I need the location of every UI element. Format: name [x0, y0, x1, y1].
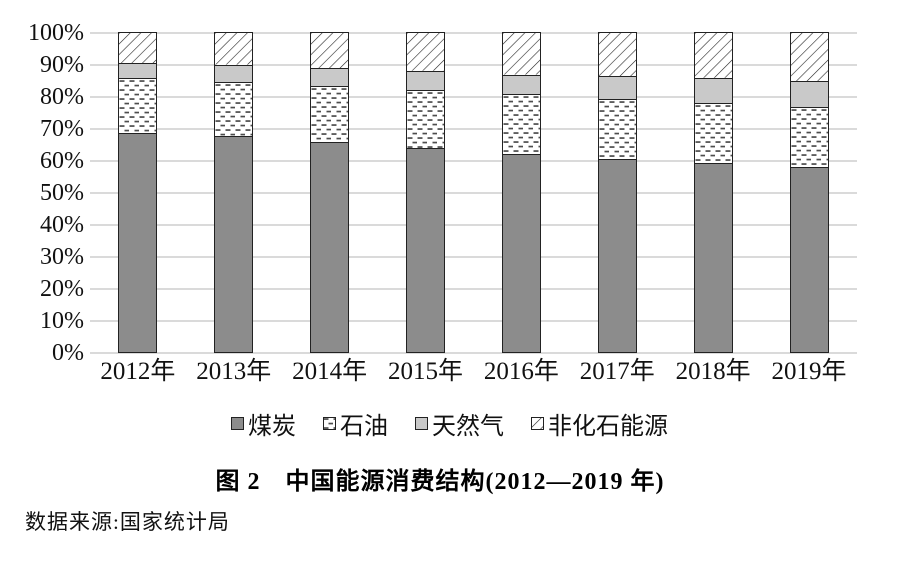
x-tick-label: 2014年: [292, 358, 368, 385]
gridline: [90, 64, 857, 66]
segment-煤炭: [118, 132, 158, 353]
gridline: [90, 224, 857, 226]
segment-非化石能源: [310, 32, 350, 70]
segment-石油: [310, 86, 350, 144]
gridline: [90, 320, 857, 322]
x-tick-label: 2016年: [483, 358, 559, 385]
y-tick-label: 50%: [40, 180, 84, 206]
segment-石油: [789, 106, 829, 169]
figure-title: 图 2 中国能源消费结构(2012—2019 年): [215, 469, 665, 495]
legend: 煤炭 石油 天然气 非化石能源: [0, 406, 899, 441]
bar-2018年: [693, 32, 733, 353]
y-tick-label: 80%: [40, 84, 84, 110]
y-tick-label: 40%: [40, 212, 84, 238]
legend-label: 非化石能源: [548, 414, 668, 440]
segment-非化石能源: [406, 32, 446, 72]
y-tick-label: 90%: [40, 52, 84, 78]
segment-非化石能源: [501, 32, 541, 76]
gridline: [90, 192, 857, 194]
y-tick-label: 100%: [28, 20, 84, 46]
segment-煤炭: [214, 136, 254, 353]
plot-area: [90, 32, 857, 354]
bar-2017年: [597, 32, 637, 353]
bar-2019年: [789, 32, 829, 353]
segment-煤炭: [310, 142, 350, 353]
legend-item-非化石能源: 非化石能源: [531, 406, 668, 441]
gridline: [90, 256, 857, 258]
gridline: [90, 96, 857, 98]
gridline: [90, 352, 857, 354]
legend-label: 天然气: [432, 414, 504, 440]
segment-石油: [501, 94, 541, 155]
gridline: [90, 128, 857, 130]
segment-天然气: [789, 80, 829, 108]
legend-swatch-石油: [323, 417, 336, 430]
legend-item-天然气: 天然气: [415, 406, 504, 441]
segment-石油: [597, 98, 637, 160]
data-source: 数据来源:国家统计局: [25, 510, 230, 534]
segment-天然气: [693, 77, 733, 104]
y-tick-label: 10%: [40, 308, 84, 334]
y-tick-label: 70%: [40, 116, 84, 142]
bar-2012年: [118, 32, 158, 353]
gridline: [90, 160, 857, 162]
segment-非化石能源: [597, 32, 637, 78]
gridline: [90, 288, 857, 290]
segment-天然气: [118, 63, 158, 80]
legend-swatch-煤炭: [231, 417, 244, 430]
legend-item-石油: 石油: [323, 406, 388, 441]
y-tick-label: 60%: [40, 148, 84, 174]
x-tick-label: 2012年: [100, 358, 176, 385]
segment-煤炭: [501, 153, 541, 353]
segment-煤炭: [406, 148, 446, 353]
bar-2014年: [310, 32, 350, 353]
legend-item-煤炭: 煤炭: [231, 406, 296, 441]
x-tick-label: 2018年: [675, 358, 751, 385]
y-tick-label: 20%: [40, 276, 84, 302]
segment-煤炭: [789, 167, 829, 353]
legend-swatch-非化石能源: [531, 417, 544, 430]
legend-label: 煤炭: [248, 414, 296, 440]
legend-label: 石油: [340, 414, 388, 440]
segment-非化石能源: [693, 32, 733, 79]
segment-非化石能源: [214, 32, 254, 66]
segment-煤炭: [693, 163, 733, 353]
bar-2016年: [501, 32, 541, 353]
segment-石油: [214, 81, 254, 138]
segment-天然气: [310, 68, 350, 88]
x-tick-label: 2015年: [388, 358, 464, 385]
x-tick-label: 2017年: [579, 358, 655, 385]
segment-天然气: [501, 74, 541, 96]
segment-天然气: [214, 64, 254, 83]
gridline: [90, 32, 857, 34]
x-tick-label: 2019年: [771, 358, 847, 385]
bar-2015年: [406, 32, 446, 353]
segment-石油: [406, 89, 446, 150]
bar-2013年: [214, 32, 254, 353]
legend-swatch-天然气: [415, 417, 428, 430]
x-tick-label: 2013年: [196, 358, 272, 385]
segment-天然气: [406, 70, 446, 91]
segment-非化石能源: [118, 32, 158, 65]
segment-非化石能源: [789, 32, 829, 82]
y-tick-label: 30%: [40, 244, 84, 270]
segment-石油: [118, 78, 158, 134]
segment-天然气: [597, 76, 637, 100]
segment-石油: [693, 102, 733, 165]
segment-煤炭: [597, 158, 637, 353]
y-tick-label: 0%: [52, 340, 84, 366]
